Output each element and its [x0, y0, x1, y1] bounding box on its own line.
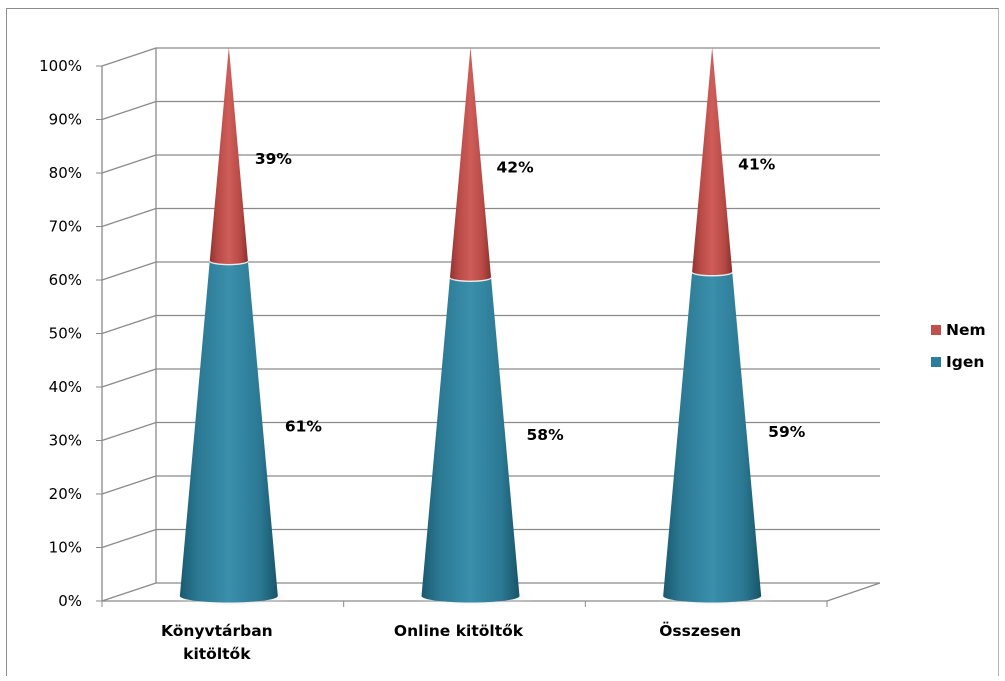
y-tick-label: 70%	[49, 218, 82, 236]
legend-swatch	[931, 325, 941, 335]
y-tick-label: 60%	[49, 271, 82, 289]
gridline	[96, 207, 880, 228]
cone-series	[169, 47, 780, 607]
category-label: Online kitöltők	[394, 622, 524, 640]
y-tick-label: 90%	[49, 111, 82, 129]
y-tick-label: 50%	[49, 325, 82, 343]
floor-right-edge	[826, 582, 881, 602]
y-tick-label: 40%	[49, 378, 82, 396]
gridline	[96, 368, 880, 388]
cone-2	[411, 47, 538, 607]
segment-boundary	[209, 260, 249, 266]
legend-swatch	[931, 357, 941, 367]
bar-nem	[209, 47, 248, 265]
category-label: Összesen	[659, 621, 741, 640]
y-tick-label: 30%	[49, 432, 82, 450]
gridline	[96, 100, 880, 121]
y-tick-label: 80%	[49, 164, 82, 182]
chart-frame	[6, 8, 999, 676]
y-axis-tick-labels: 0% 10% 20% 30% 40% 50% 60% 70% 80% 90% 100%	[39, 57, 82, 610]
legend-label: Nem	[946, 321, 986, 339]
data-labels: 61% 39% 58% 42% 59% 41%	[255, 150, 806, 444]
gridline	[96, 528, 880, 549]
bar-nem	[449, 47, 492, 282]
gridline	[96, 314, 880, 335]
y-tick-label: 20%	[49, 485, 82, 503]
data-label-igen: 58%	[527, 426, 565, 444]
segment-boundary	[691, 271, 733, 277]
gridline	[96, 261, 880, 281]
gridline	[96, 154, 880, 174]
data-label-nem: 42%	[497, 158, 535, 176]
gridline	[96, 47, 880, 67]
legend-item-nem: Nem	[931, 321, 986, 339]
gridline	[96, 421, 880, 442]
data-label-nem: 39%	[255, 150, 293, 168]
category-label: Könyvtárban kitöltők	[161, 622, 273, 663]
x-axis-category-labels: Könyvtárban kitöltők Online kitöltők Összes…	[161, 621, 741, 663]
gridlines	[96, 47, 880, 602]
gridline	[96, 475, 880, 495]
data-label-nem: 41%	[738, 156, 776, 174]
segment-boundary	[449, 277, 492, 283]
y-tick-label: 100%	[39, 57, 82, 75]
cone-3	[653, 47, 780, 607]
bar-igen	[663, 272, 762, 603]
bar-igen	[421, 277, 520, 603]
y-tick-label: 0%	[58, 592, 82, 610]
legend: Nem Igen	[931, 321, 986, 371]
y-tick-label: 10%	[49, 539, 82, 557]
bar-igen	[179, 261, 278, 603]
cone-1	[169, 47, 296, 607]
data-label-igen: 59%	[768, 423, 806, 441]
legend-label: Igen	[946, 353, 984, 371]
bar-nem	[692, 47, 733, 276]
legend-item-igen: Igen	[931, 353, 984, 371]
data-label-igen: 61%	[285, 418, 323, 436]
